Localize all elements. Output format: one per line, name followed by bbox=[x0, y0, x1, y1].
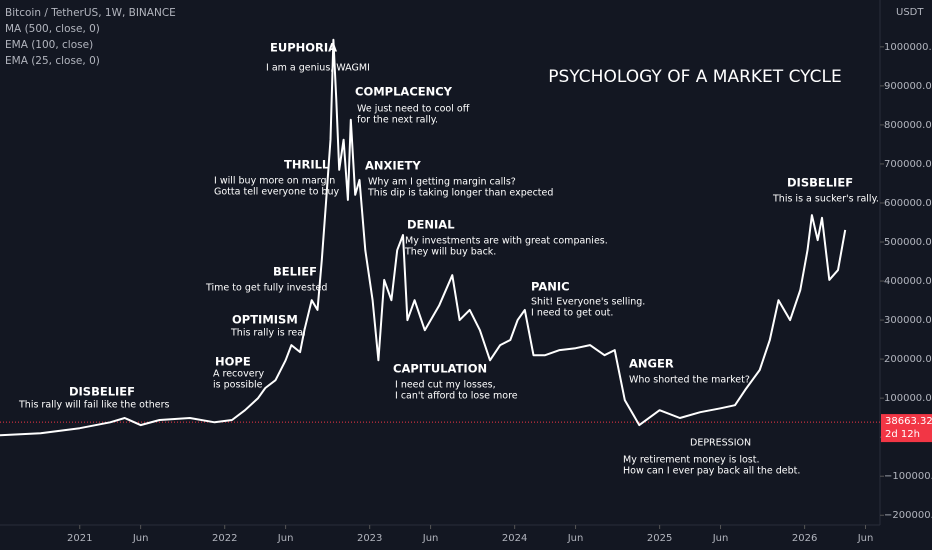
y-tick-label: 800000.00 bbox=[884, 120, 932, 131]
annotation-text: They will buy back. bbox=[404, 247, 496, 258]
annotation-text: I will buy more on margin bbox=[214, 176, 335, 187]
annotation-text: Shit! Everyone's selling. bbox=[531, 297, 645, 308]
y-tick-label: 400000.00 bbox=[884, 276, 932, 287]
annotation-text: Gotta tell everyone to buy bbox=[214, 187, 339, 198]
annotation-text: Why am I getting margin calls? bbox=[368, 177, 516, 188]
y-tick-label: 600000.00 bbox=[884, 198, 932, 209]
annotation-title: COMPLACENCY bbox=[355, 85, 453, 99]
annotation-title: OPTIMISM bbox=[232, 313, 298, 327]
annotation-title: THRILL bbox=[284, 158, 330, 172]
y-tick-label: 100000.00 bbox=[884, 393, 932, 404]
countdown-label: 2d 12h bbox=[885, 429, 920, 440]
x-tick-label: Jun bbox=[857, 533, 874, 544]
y-tick-label: 300000.00 bbox=[884, 315, 932, 326]
x-tick-label: 2022 bbox=[212, 533, 237, 544]
y-tick-label: 200000.00 bbox=[884, 354, 932, 365]
annotation-title: DISBELIEF bbox=[69, 385, 135, 399]
annotation-text: How can I ever pay back all the debt. bbox=[623, 466, 800, 477]
annotation-title: CAPITULATION bbox=[393, 362, 487, 376]
legend-text: Bitcoin / TetherUS, 1W, BINANCE bbox=[5, 7, 176, 19]
annotation-title: EUPHORIA bbox=[270, 41, 337, 55]
annotation-title: BELIEF bbox=[273, 265, 317, 279]
chart-title: PSYCHOLOGY OF A MARKET CYCLE bbox=[548, 67, 841, 87]
y-tick-label: 700000.00 bbox=[884, 159, 932, 170]
x-tick-label: 2023 bbox=[357, 533, 382, 544]
y-tick-label: 1000000.00 bbox=[884, 42, 932, 53]
annotation-text: is possible bbox=[213, 380, 263, 391]
y-tick-label: 900000.00 bbox=[884, 81, 932, 92]
annotation-title: ANXIETY bbox=[365, 159, 421, 173]
annotation-text: I need to get out. bbox=[531, 308, 613, 319]
x-tick-label: Jun bbox=[567, 533, 584, 544]
annotation-title: PANIC bbox=[531, 280, 570, 294]
annotation-text: We just need to cool off bbox=[357, 104, 470, 115]
legend-text: MA (500, close, 0) bbox=[5, 23, 100, 35]
currency-label: USDT bbox=[896, 7, 924, 18]
annotation-text: Who shorted the market? bbox=[629, 375, 750, 386]
annotation-title: DISBELIEF bbox=[787, 176, 853, 190]
x-tick-label: 2026 bbox=[792, 533, 817, 544]
x-tick-label: Jun bbox=[712, 533, 729, 544]
annotation-text: This rally is real bbox=[230, 328, 306, 339]
legend-text: EMA (25, close, 0) bbox=[5, 55, 100, 67]
x-tick-label: Jun bbox=[422, 533, 439, 544]
legend-text: EMA (100, close) bbox=[5, 39, 93, 51]
y-tick-label: 500000.00 bbox=[884, 237, 932, 248]
annotation-text: I need cut my losses, bbox=[395, 380, 496, 391]
annotation-title: HOPE bbox=[215, 355, 251, 369]
x-tick-label: Jun bbox=[132, 533, 149, 544]
last-price-box bbox=[881, 414, 932, 443]
annotation-text: This is a sucker's rally. bbox=[772, 194, 879, 205]
annotation-title: DENIAL bbox=[407, 218, 455, 232]
annotation-text: Time to get fully invested bbox=[205, 283, 327, 294]
annotation-text: I can't afford to lose more bbox=[395, 391, 518, 402]
annotation-title: ANGER bbox=[629, 357, 674, 371]
annotation-text: This dip is taking longer than expected bbox=[367, 188, 553, 199]
x-tick-label: 2021 bbox=[67, 533, 92, 544]
x-tick-label: Jun bbox=[277, 533, 294, 544]
y-tick-label: −200000.00 bbox=[884, 510, 932, 521]
annotation-title: DEPRESSION bbox=[690, 438, 751, 449]
annotation-text: My investments are with great companies. bbox=[405, 236, 608, 247]
y-tick-label: −100000.00 bbox=[884, 471, 932, 482]
price-line bbox=[0, 38, 847, 437]
annotation-text: I am a genius, WAGMI bbox=[266, 63, 370, 74]
annotation-text: A recovery bbox=[213, 369, 264, 380]
annotation-text: This rally will fail like the others bbox=[18, 400, 169, 411]
x-tick-label: 2024 bbox=[502, 533, 527, 544]
annotation-text: My retirement money is lost. bbox=[623, 455, 759, 466]
annotation-text: for the next rally. bbox=[357, 115, 438, 126]
x-tick-label: 2025 bbox=[647, 533, 672, 544]
last-price-label: 38663.32 bbox=[885, 416, 932, 427]
